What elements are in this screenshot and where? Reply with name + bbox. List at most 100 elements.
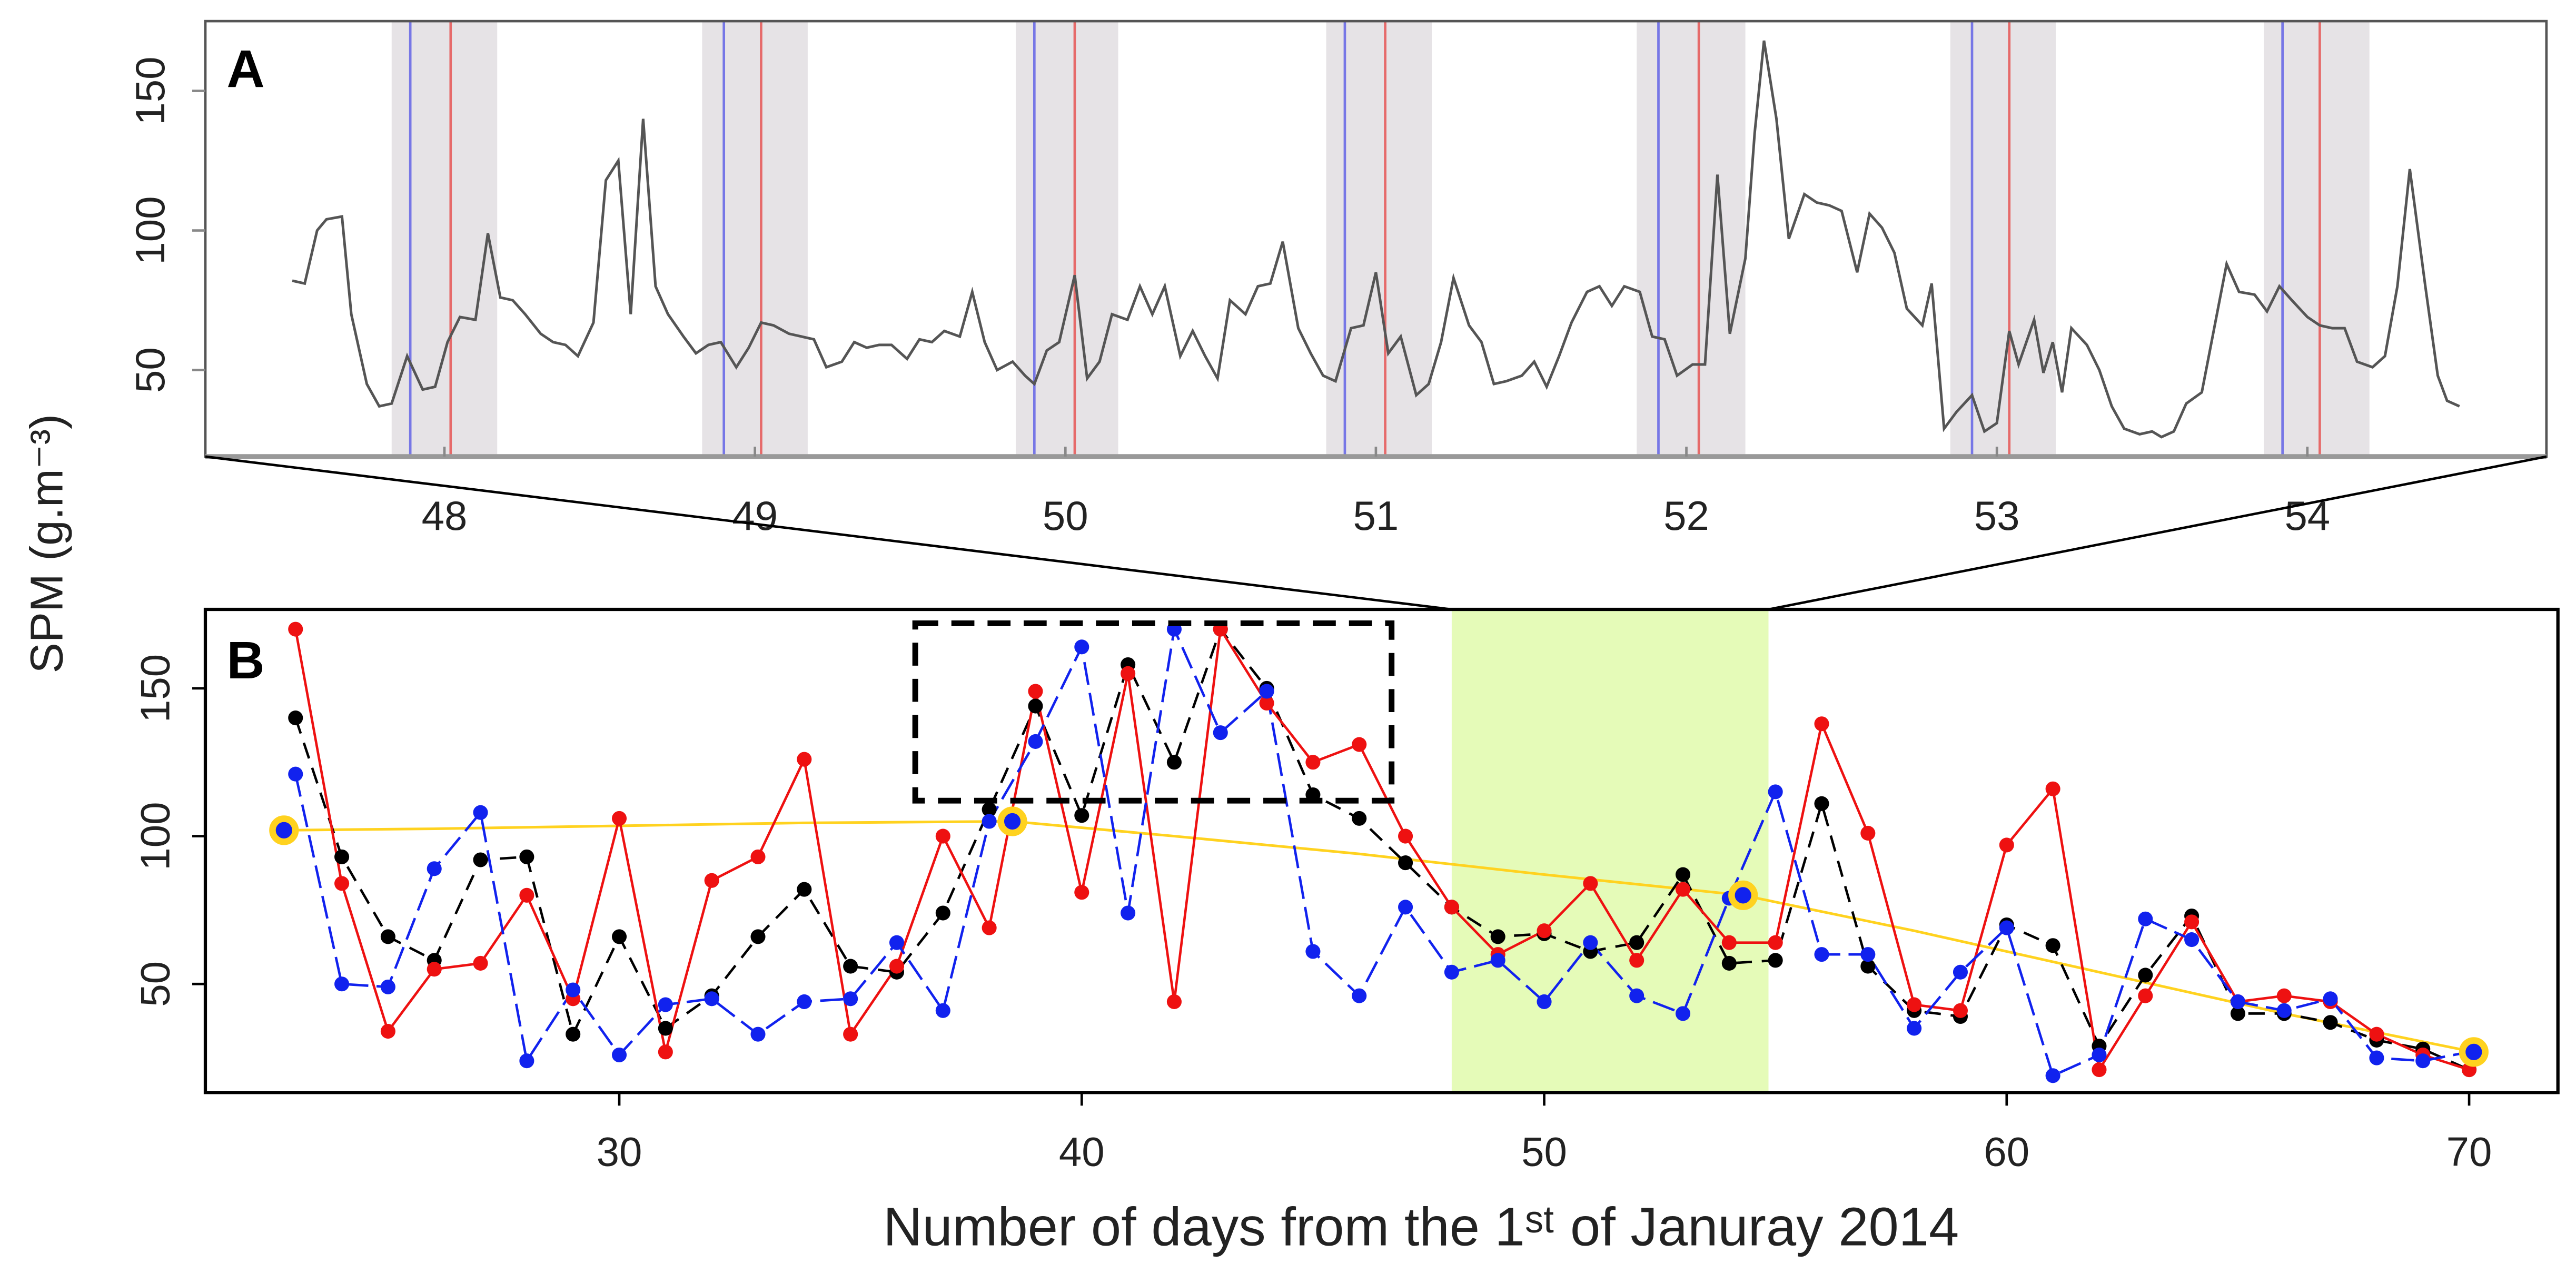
data-point — [982, 802, 997, 817]
data-point — [2092, 1047, 2107, 1063]
data-point — [843, 991, 858, 1006]
data-point — [1629, 935, 1644, 950]
plot-frame — [203, 607, 2560, 1094]
data-point — [288, 710, 303, 726]
data-point — [1768, 935, 1783, 950]
data-point — [2184, 932, 2199, 948]
data-point — [1305, 755, 1321, 770]
data-point — [1583, 935, 1598, 950]
data-point — [1121, 666, 1136, 681]
x-tick-label: 50 — [1043, 492, 1088, 539]
data-point — [1352, 988, 1367, 1003]
data-point — [797, 994, 812, 1009]
x-tick-label: 70 — [2446, 1128, 2492, 1175]
data-point — [1074, 639, 1089, 655]
data-point — [2323, 991, 2338, 1006]
anchor-point — [269, 815, 299, 845]
highlight-box — [912, 620, 1395, 804]
data-point — [843, 959, 858, 974]
data-point — [935, 1003, 950, 1018]
data-point — [1814, 796, 1829, 811]
x-tick-label: 60 — [1984, 1128, 2029, 1175]
data-point — [2138, 968, 2153, 983]
data-point — [1398, 855, 1413, 871]
data-point — [1999, 837, 2014, 853]
x-tick-label: 49 — [732, 492, 778, 539]
data-point — [2230, 1006, 2245, 1021]
data-point — [288, 621, 303, 637]
data-point — [1028, 698, 1043, 714]
data-point — [1444, 964, 1459, 980]
data-point — [473, 805, 488, 820]
data-point — [611, 1047, 627, 1063]
data-point — [1629, 988, 1644, 1003]
y-tick-label: 50 — [132, 961, 178, 1007]
data-point — [2138, 911, 2153, 926]
data-point — [2369, 1050, 2384, 1065]
data-point — [1490, 953, 1505, 968]
data-point — [1259, 684, 1274, 699]
data-point — [473, 852, 488, 867]
data-point — [1675, 1006, 1691, 1021]
data-point — [611, 929, 627, 944]
data-point — [1953, 1003, 1968, 1018]
data-point — [1999, 920, 2014, 935]
data-line — [292, 40, 2460, 439]
data-point — [2276, 1003, 2292, 1018]
x-tick-label: 40 — [1059, 1128, 1105, 1175]
data-point — [1814, 716, 1829, 732]
data-point — [1583, 876, 1598, 891]
x-tick-label: 51 — [1353, 492, 1399, 539]
data-point — [1166, 994, 1182, 1009]
data-point — [2184, 914, 2199, 930]
data-point — [658, 997, 673, 1012]
data-point — [519, 887, 534, 903]
zoom-connector — [1768, 455, 2547, 611]
data-point — [1860, 959, 1876, 974]
data-point — [1352, 811, 1367, 826]
data-point — [1675, 882, 1691, 897]
data-point — [2230, 994, 2245, 1009]
anchor-point — [997, 806, 1027, 836]
highlight-band — [1451, 609, 1769, 1093]
data-point — [1444, 900, 1459, 915]
trend-line — [284, 820, 2474, 1053]
series-line — [294, 625, 2470, 1078]
data-point — [380, 979, 395, 994]
anchor-point — [1728, 880, 1758, 910]
data-point — [2045, 1068, 2060, 1083]
shaded-band — [391, 21, 498, 457]
data-point — [1629, 953, 1644, 968]
data-point — [797, 882, 812, 897]
data-point — [889, 935, 905, 950]
data-point — [1768, 784, 1783, 800]
shaded-band — [1950, 21, 2056, 457]
data-point — [2369, 1027, 2384, 1042]
data-point — [380, 1024, 395, 1039]
data-point — [1398, 828, 1413, 844]
data-point — [1537, 994, 1552, 1009]
data-point — [750, 1027, 766, 1042]
data-point — [1213, 725, 1228, 741]
anchor-point — [2459, 1037, 2489, 1067]
y-axis-label: SPM (g.m⁻³) — [21, 414, 73, 674]
data-point — [334, 849, 350, 864]
data-point — [519, 1053, 534, 1069]
data-point — [1305, 944, 1321, 959]
series-line — [294, 625, 2470, 1073]
panel-label: B — [227, 631, 265, 690]
x-tick-label: 48 — [422, 492, 468, 539]
data-point — [1028, 734, 1043, 749]
data-point — [982, 920, 997, 935]
x-tick-label: 50 — [1521, 1128, 1567, 1175]
data-point — [2092, 1062, 2107, 1078]
shaded-band — [2264, 21, 2370, 457]
data-point — [843, 1027, 858, 1042]
data-point — [797, 752, 812, 767]
y-tick-label: 150 — [132, 654, 178, 723]
data-point — [658, 1044, 673, 1060]
data-point — [1121, 905, 1136, 921]
data-point — [2138, 988, 2153, 1003]
data-point — [889, 959, 905, 974]
